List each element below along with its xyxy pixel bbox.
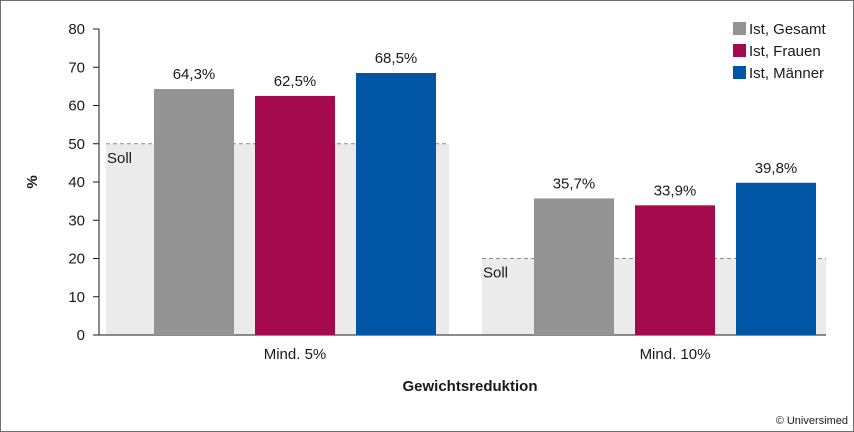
y-tick-label: 70 [68, 59, 85, 76]
y-tick-label: 10 [68, 289, 85, 306]
credit-text: © Universimed [776, 415, 848, 427]
y-axis-title: % [24, 175, 41, 188]
data-label: 62,5% [274, 73, 317, 90]
bar [356, 72, 436, 336]
x-axis-title: Gewichtsreduktion [402, 378, 537, 395]
y-tick-label: 80 [68, 21, 85, 38]
data-label: 64,3% [173, 66, 216, 83]
bar [534, 198, 614, 335]
target-label: Soll [107, 150, 132, 167]
x-category-label: Mind. 10% [640, 346, 711, 363]
data-label: 68,5% [375, 50, 418, 67]
legend-label: Ist, Frauen [749, 43, 821, 60]
legend-label: Ist, Gesamt [749, 21, 827, 38]
bar [255, 95, 335, 335]
bar [635, 205, 715, 335]
data-label: 35,7% [553, 175, 596, 192]
y-tick-label: 20 [68, 251, 85, 268]
legend-swatch [733, 66, 746, 79]
y-tick-label: 60 [68, 98, 85, 115]
data-label: 39,8% [755, 160, 798, 177]
target-label: Soll [483, 265, 508, 282]
legend-swatch [733, 22, 746, 35]
y-tick-label: 40 [68, 174, 85, 191]
y-tick-label: 50 [68, 136, 85, 153]
data-label: 33,9% [654, 182, 697, 199]
y-tick-label: 0 [77, 327, 85, 344]
legend-label: Ist, Männer [749, 65, 824, 82]
x-category-label: Mind. 5% [264, 346, 327, 363]
bar [736, 182, 816, 335]
y-tick-label: 30 [68, 212, 85, 229]
bar [154, 89, 234, 336]
legend-swatch [733, 44, 746, 57]
